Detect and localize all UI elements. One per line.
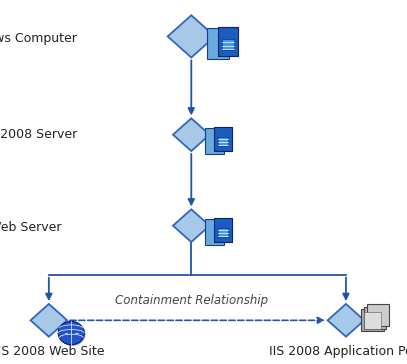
FancyBboxPatch shape (222, 39, 234, 50)
Circle shape (58, 321, 84, 345)
FancyBboxPatch shape (367, 304, 389, 326)
Polygon shape (173, 209, 210, 242)
FancyBboxPatch shape (361, 309, 383, 331)
Text: IIS 2008 Web Server: IIS 2008 Web Server (0, 221, 61, 234)
Polygon shape (328, 304, 364, 337)
Polygon shape (173, 118, 210, 151)
FancyBboxPatch shape (205, 128, 224, 154)
Text: IIS 2008 Server: IIS 2008 Server (0, 128, 77, 141)
FancyBboxPatch shape (364, 312, 381, 329)
FancyBboxPatch shape (218, 27, 238, 56)
Text: IIS 2008 Web Site: IIS 2008 Web Site (0, 345, 104, 358)
Text: IIS 2008 Application Pool: IIS 2008 Application Pool (269, 345, 407, 358)
Polygon shape (168, 15, 215, 58)
FancyBboxPatch shape (214, 127, 232, 151)
FancyBboxPatch shape (218, 228, 228, 237)
Circle shape (59, 323, 85, 346)
FancyBboxPatch shape (214, 218, 232, 242)
Text: Containment Relationship: Containment Relationship (115, 294, 268, 307)
Text: Windows Computer: Windows Computer (0, 32, 77, 45)
FancyBboxPatch shape (205, 219, 224, 245)
FancyBboxPatch shape (218, 136, 228, 146)
Polygon shape (31, 304, 67, 337)
FancyBboxPatch shape (364, 307, 387, 329)
FancyBboxPatch shape (206, 28, 229, 59)
